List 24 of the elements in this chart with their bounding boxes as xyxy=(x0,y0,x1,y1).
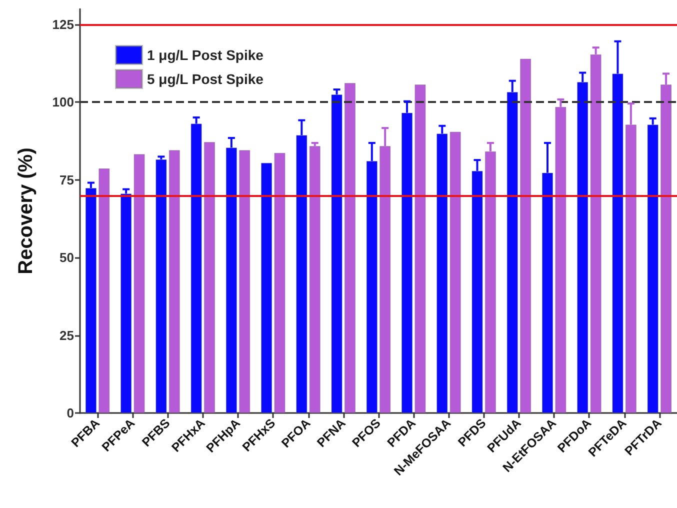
bar xyxy=(414,84,426,413)
bar xyxy=(120,194,132,413)
bar xyxy=(98,168,110,413)
bar xyxy=(520,58,532,413)
bar xyxy=(239,150,250,413)
y-tick-label: 25 xyxy=(60,328,74,343)
bar xyxy=(309,146,320,413)
bar xyxy=(168,150,180,413)
bar xyxy=(450,132,461,413)
y-tick-label: 75 xyxy=(60,172,74,188)
legend-label: 5 μg/L Post Spike xyxy=(147,71,264,87)
bar xyxy=(331,94,342,413)
y-tick-label: 0 xyxy=(66,406,74,420)
bar xyxy=(344,82,356,413)
legend-label: 1 μg/L Post Spike xyxy=(147,47,264,63)
bar xyxy=(204,142,216,413)
y-tick-label: 50 xyxy=(60,250,74,266)
y-axis-title: Recovery (%) xyxy=(15,148,37,274)
y-tick-label: 100 xyxy=(52,94,74,110)
bar xyxy=(261,162,272,413)
bar xyxy=(274,152,286,413)
bar xyxy=(134,154,145,413)
bar xyxy=(156,159,167,413)
y-tick-label: 125 xyxy=(52,17,74,32)
